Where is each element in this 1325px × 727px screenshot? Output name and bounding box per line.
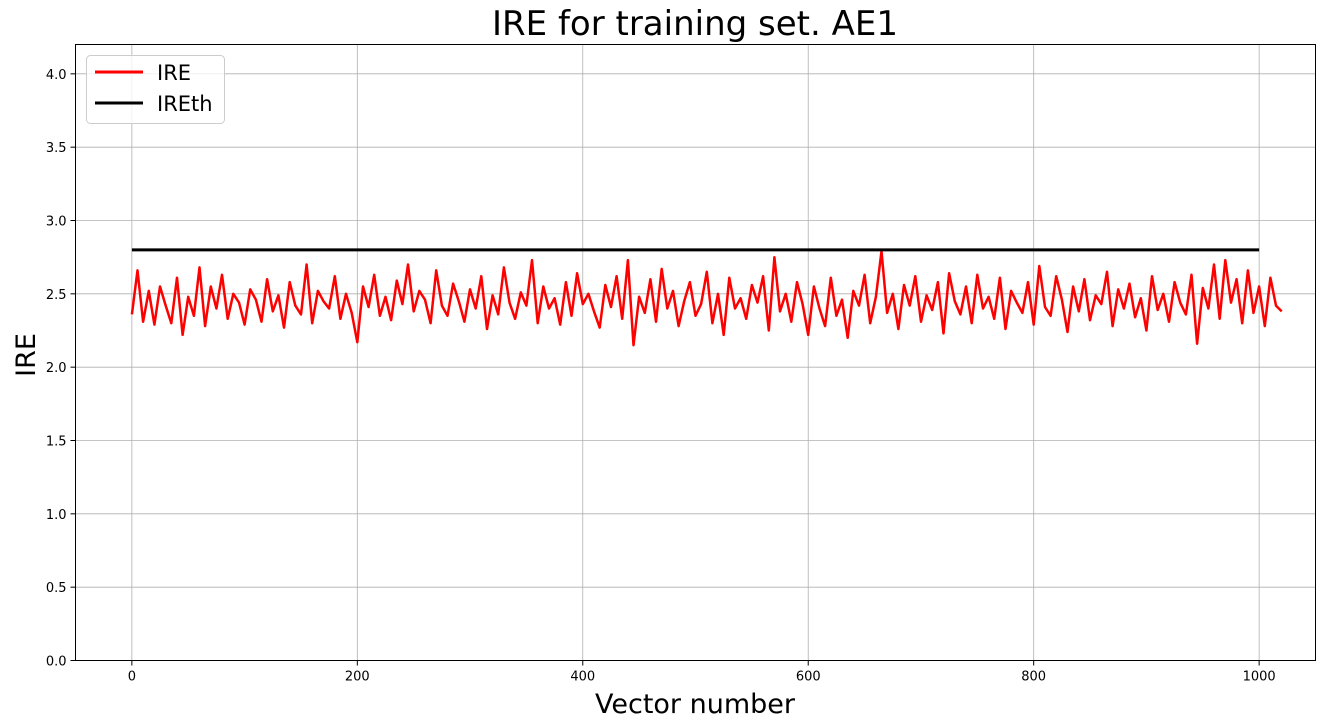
legend-label-ire: IRE — [157, 61, 191, 85]
y-tick-label: 4.0 — [46, 68, 67, 83]
plot-frame — [75, 44, 1316, 661]
y-tick-label: 2.0 — [46, 361, 67, 376]
x-tick-label: 200 — [345, 670, 370, 685]
ire-line — [130, 250, 1283, 347]
y-axis-label: IRE — [11, 333, 42, 377]
chart-title: IRE for training set. AE1 — [492, 4, 898, 44]
y-tick-label: 2.5 — [46, 288, 67, 303]
y-tick-label: 0.0 — [46, 655, 67, 670]
y-tick-label: 1.5 — [46, 435, 67, 450]
y-tick-label: 3.5 — [46, 141, 67, 156]
legend-label-ireth: IREth — [157, 92, 213, 116]
x-tick-label: 0 — [128, 670, 136, 685]
series-lines — [130, 248, 1283, 347]
y-tick-label: 1.0 — [46, 508, 67, 523]
x-tick-label: 400 — [570, 670, 595, 685]
y-tick-label: 3.0 — [46, 215, 67, 230]
ticks: 0 200 400 600 800 1000 0.0 0.5 1.0 1.5 2.0 2.5 3.0 3.… — [46, 68, 1276, 685]
y-tick-label: 0.5 — [46, 581, 67, 596]
x-tick-label: 800 — [1021, 670, 1046, 685]
grid — [75, 44, 1316, 661]
x-tick-label: 1000 — [1243, 670, 1276, 685]
x-tick-label: 600 — [796, 670, 821, 685]
x-axis-label: Vector number — [595, 689, 796, 720]
legend: IRE IREth — [86, 55, 225, 124]
